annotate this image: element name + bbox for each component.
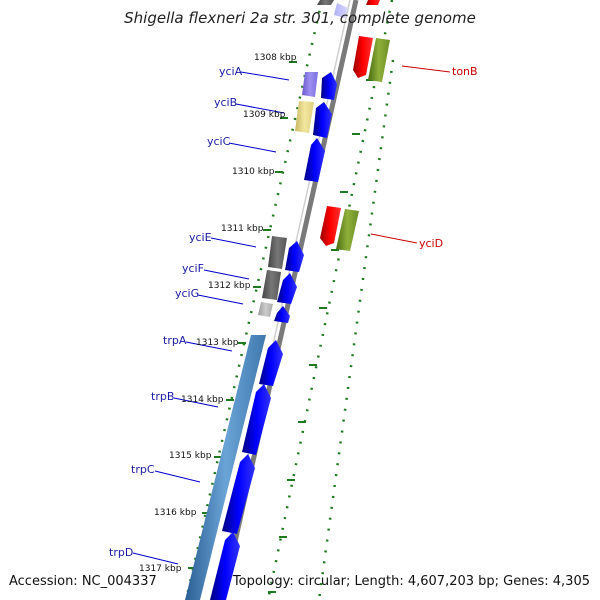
kbp-label: 1315 kbp: [169, 451, 212, 461]
reverse-cds: [320, 36, 390, 251]
gene-label-trpD: trpD: [109, 546, 133, 559]
right-label-leaders: [370, 65, 451, 244]
gene-label-yciC: yciC: [207, 135, 231, 148]
gene-label-yciE: yciE: [189, 231, 212, 244]
genome-summary: Topology: circular; Length: 4,607,203 bp…: [232, 574, 590, 589]
major-ticks: [188, 61, 374, 593]
gene-label-trpA: trpA: [163, 334, 187, 347]
yciF-feature: [262, 270, 281, 300]
gene-label-trpB: trpB: [151, 390, 174, 403]
genome-title: Shigella flexneri 2a str. 301, complete …: [124, 9, 476, 27]
kbp-label: 1311 kbp: [221, 224, 264, 234]
left-tick-track: [184, 0, 324, 600]
kbp-label: 1316 kbp: [154, 508, 197, 518]
gene-label-yciF: yciF: [182, 262, 204, 275]
gene-label-yciD: yciD: [419, 237, 443, 250]
yciE-feature: [268, 236, 287, 269]
top-red-feature: [366, 0, 380, 5]
kbp-label: 1314 kbp: [181, 395, 224, 405]
kbp-label: 1308 kbp: [254, 53, 297, 63]
top-lavender-feature: [334, 3, 348, 18]
gene-label-yciA: yciA: [219, 65, 243, 78]
outer-tick-track: [317, 59, 395, 600]
gene-label-tonB: tonB: [452, 65, 478, 78]
left-label-leaders: [132, 71, 290, 565]
kbp-label: 1313 kbp: [196, 338, 239, 348]
yciB-feature: [295, 101, 314, 133]
gene-labels-right: tonB yciD: [419, 65, 478, 250]
gene-labels-left: yciA yciB yciC yciE yciF yciG trpA trpB …: [109, 65, 243, 559]
forward-cds: [210, 72, 337, 600]
trp-operon-band: [185, 335, 266, 600]
accession-label: Accession: NC_004337: [9, 574, 157, 589]
gene-label-trpC: trpC: [131, 463, 155, 476]
kbp-scale: 1308 kbp 1309 kbp 1310 kbp 1311 kbp 1312…: [139, 53, 297, 574]
kbp-label: 1317 kbp: [139, 564, 182, 574]
kbp-label: 1310 kbp: [232, 167, 275, 177]
top-gray-feature: [317, 0, 334, 5]
yciG-feature: [258, 302, 273, 317]
yciA-feature: [302, 72, 318, 97]
gene-label-yciB: yciB: [214, 96, 237, 109]
gene-label-yciG: yciG: [175, 287, 199, 300]
kbp-label: 1312 kbp: [208, 281, 251, 291]
kbp-label: 1309 kbp: [243, 110, 286, 120]
